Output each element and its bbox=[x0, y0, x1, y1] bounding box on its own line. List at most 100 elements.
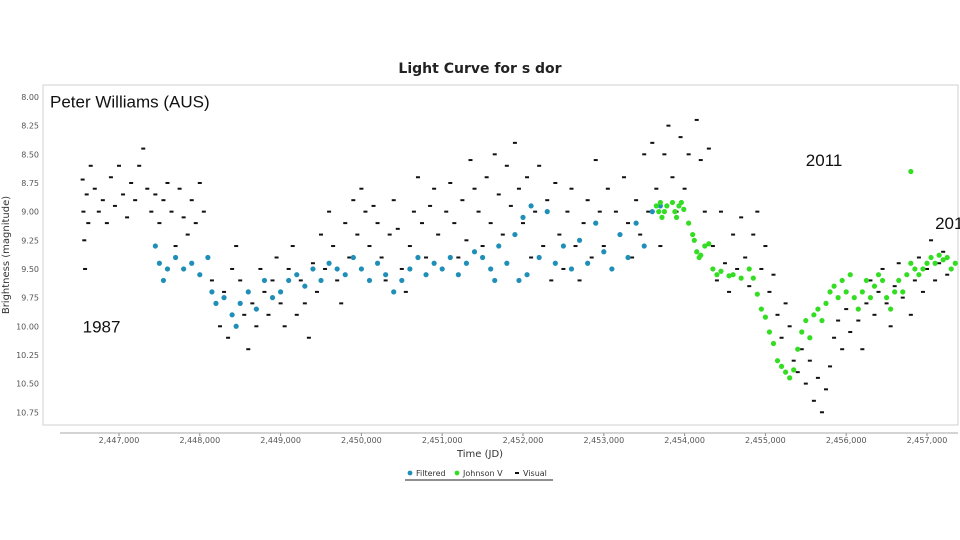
y-tick-label: 10.25 bbox=[16, 351, 39, 360]
x-tick-label: 2,450,000 bbox=[341, 436, 382, 445]
filtered-point bbox=[152, 243, 158, 249]
visual-point bbox=[650, 141, 655, 144]
filtered-point bbox=[229, 312, 235, 318]
visual-point bbox=[678, 136, 683, 139]
filtered-point bbox=[164, 266, 171, 272]
visual-point bbox=[573, 245, 578, 248]
visual-point bbox=[399, 267, 404, 270]
visual-point bbox=[444, 210, 449, 213]
filtered-point bbox=[253, 306, 259, 312]
visual-point bbox=[468, 159, 473, 162]
johnson-v-point bbox=[924, 260, 930, 266]
visual-point bbox=[371, 204, 376, 207]
visual-point bbox=[929, 239, 934, 242]
visual-point bbox=[314, 290, 319, 293]
visual-point bbox=[529, 256, 534, 259]
filtered-point bbox=[318, 277, 324, 284]
visual-point bbox=[634, 199, 639, 202]
visual-point bbox=[270, 279, 275, 282]
visual-point bbox=[565, 210, 570, 213]
johnson-v-point bbox=[664, 203, 670, 209]
johnson-v-point bbox=[691, 237, 697, 243]
visual-point bbox=[278, 302, 283, 305]
x-tick-label: 2,451,000 bbox=[422, 436, 463, 445]
chart-title: Light Curve for s dor bbox=[398, 61, 561, 77]
visual-point bbox=[735, 267, 740, 270]
visual-point bbox=[743, 256, 748, 259]
visual-point bbox=[415, 176, 420, 179]
johnson-v-point bbox=[762, 314, 769, 320]
filtered-point bbox=[294, 272, 300, 278]
visual-point bbox=[472, 187, 477, 190]
visual-point bbox=[585, 199, 590, 202]
visual-point bbox=[597, 210, 602, 213]
filtered-point bbox=[649, 209, 655, 215]
visual-point bbox=[209, 279, 214, 282]
filtered-point bbox=[310, 266, 316, 272]
visual-point bbox=[387, 233, 392, 236]
johnson-v-point bbox=[908, 168, 914, 175]
visual-point bbox=[383, 279, 388, 282]
visual-point bbox=[274, 256, 279, 259]
visual-point bbox=[411, 210, 416, 213]
visual-point bbox=[428, 204, 433, 207]
johnson-v-point bbox=[657, 199, 663, 206]
y-tick-label: 10.50 bbox=[16, 380, 39, 389]
x-tick-label: 2,452,000 bbox=[503, 436, 544, 445]
visual-point bbox=[759, 267, 764, 270]
johnson-v-point bbox=[944, 254, 950, 261]
visual-point bbox=[710, 245, 715, 248]
visual-point bbox=[258, 267, 263, 270]
visual-point bbox=[238, 279, 243, 282]
johnson-v-point bbox=[908, 260, 914, 266]
x-tick-label: 2,448,000 bbox=[179, 436, 220, 445]
visual-point bbox=[448, 181, 453, 184]
visual-point bbox=[638, 233, 643, 236]
visual-point bbox=[856, 319, 861, 322]
filtered-point bbox=[617, 231, 623, 238]
visual-point bbox=[787, 325, 792, 328]
johnson-v-point bbox=[698, 252, 704, 258]
filtered-point bbox=[407, 266, 413, 272]
johnson-v-point bbox=[888, 306, 894, 312]
visual-point bbox=[298, 279, 303, 282]
visual-point bbox=[323, 267, 328, 270]
visual-point bbox=[193, 222, 198, 225]
johnson-v-point bbox=[815, 306, 821, 312]
y-tick-label: 9.25 bbox=[21, 236, 39, 245]
x-tick-label: 2,453,000 bbox=[583, 436, 624, 445]
visual-point bbox=[351, 199, 356, 202]
visual-point bbox=[892, 285, 897, 288]
visual-point bbox=[508, 204, 513, 207]
johnson-v-point bbox=[726, 273, 732, 279]
visual-point bbox=[92, 187, 97, 190]
y-tick-label: 8.25 bbox=[21, 122, 39, 131]
visual-point bbox=[141, 147, 146, 150]
visual-point bbox=[355, 233, 360, 236]
filtered-point bbox=[544, 209, 550, 215]
visual-point bbox=[541, 245, 546, 248]
johnson-v-point bbox=[863, 277, 870, 284]
visual-point bbox=[686, 153, 691, 156]
visual-point bbox=[165, 181, 170, 184]
filtered-point bbox=[633, 220, 639, 226]
filtered-point bbox=[334, 266, 340, 272]
visual-point bbox=[363, 210, 368, 213]
visual-point bbox=[694, 118, 699, 121]
visual-point bbox=[306, 336, 311, 339]
visual-point bbox=[868, 279, 873, 282]
y-tick-label: 9.50 bbox=[21, 265, 39, 274]
y-tick-label: 9.00 bbox=[21, 208, 39, 217]
visual-point bbox=[189, 199, 194, 202]
filtered-point bbox=[601, 249, 607, 255]
visual-point bbox=[250, 302, 255, 305]
visual-point bbox=[670, 176, 675, 179]
filtered-point bbox=[423, 272, 429, 278]
visual-point bbox=[347, 256, 352, 259]
visual-point bbox=[807, 359, 812, 362]
visual-point bbox=[125, 216, 130, 219]
visual-point bbox=[727, 290, 732, 293]
visual-point bbox=[286, 267, 291, 270]
johnson-v-point bbox=[661, 209, 668, 215]
visual-point bbox=[420, 222, 424, 225]
